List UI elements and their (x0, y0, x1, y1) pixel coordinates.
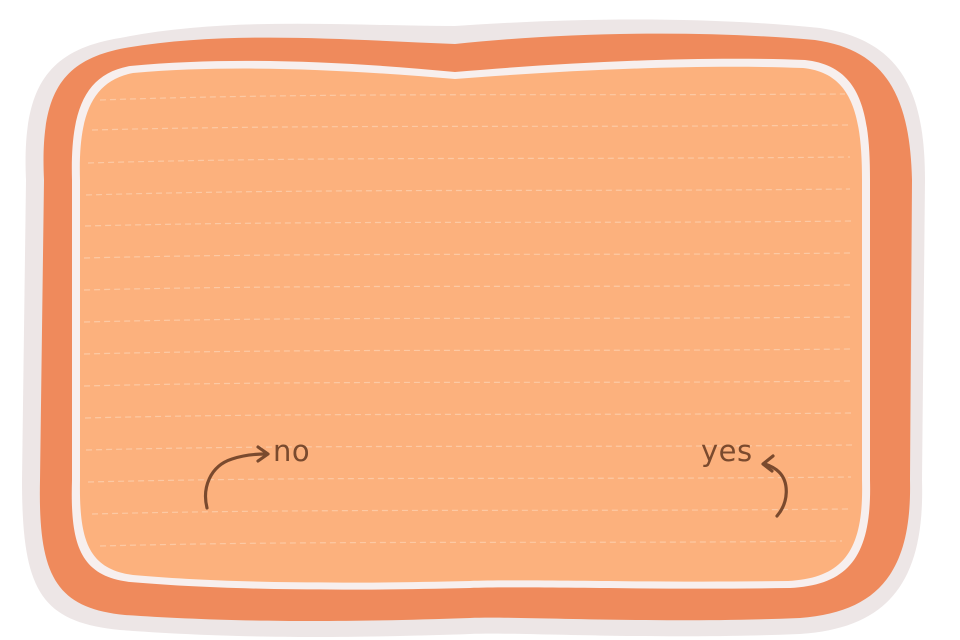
curved-arrow-right-icon (204, 445, 270, 510)
yes-choice-label: yes (701, 434, 753, 468)
curved-arrow-up-left-icon (761, 454, 788, 518)
card-ruled-lines (83, 93, 853, 547)
yes-choice-button[interactable] (690, 430, 810, 525)
no-choice-button[interactable] (195, 430, 325, 520)
card-face[interactable] (79, 66, 863, 583)
no-choice-label: no (273, 434, 311, 468)
